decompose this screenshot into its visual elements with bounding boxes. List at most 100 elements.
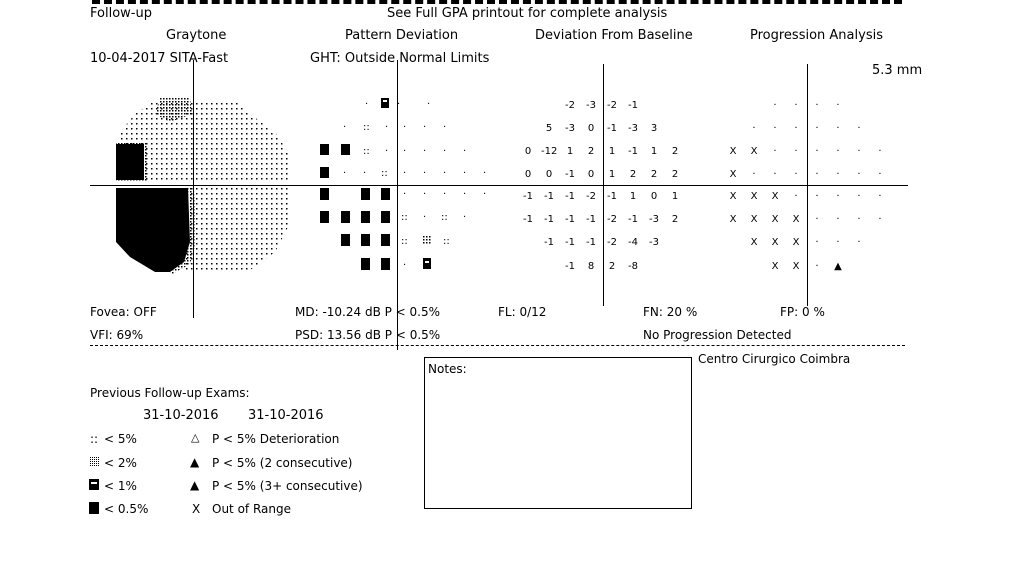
baseline-value-cell: -1 [628,146,638,157]
progression-symbol-cell: · [836,146,840,157]
baseline-value-cell: -1 [586,214,596,225]
progression-symbol-cell: · [815,123,819,134]
baseline-value-cell: 3 [650,123,658,134]
legend-p5-icon: :: [90,432,99,446]
progression-symbol-cell: · [815,214,819,225]
baseline-value-cell: -3 [649,214,659,225]
svg-text:·: · [403,122,406,133]
progression-symbol-cell: · [794,123,798,134]
legend-three-consecutive: P < 5% (3+ consecutive) [212,479,363,493]
progression-symbol-cell: · [836,214,840,225]
svg-text:::: :: [401,212,408,223]
stats-divider [90,345,905,346]
baseline-value-cell: 1 [629,191,637,202]
baseline-value-cell: 0 [545,169,553,180]
progression-symbol-cell: · [773,146,777,157]
svg-text:·: · [343,168,346,179]
svg-text:·: · [385,146,388,157]
progression-symbol-cell: X [750,214,758,225]
baseline-value-cell: -1 [523,191,533,202]
baseline-value-cell: 0 [524,146,532,157]
baseline-value-cell: -1 [523,214,533,225]
previous-exams-title: Previous Follow-up Exams: [90,386,250,400]
baseline-value-cell: 2 [608,261,616,272]
svg-text:·: · [423,168,426,179]
baseline-value-cell: -1 [586,237,596,248]
progression-symbol-cell: · [878,214,882,225]
progression-symbol-cell: · [836,191,840,202]
legend-p5: < 5% [104,432,137,446]
progression-symbol-cell: X [729,169,737,180]
notes-box[interactable]: Notes: [424,357,692,509]
progression-symbol-cell: · [794,146,798,157]
baseline-value-cell: -1 [607,123,617,134]
baseline-value-cell: -1 [628,214,638,225]
graytone-heading: Graytone [166,28,227,43]
pupil-size: 5.3 mm [872,63,923,78]
progression-symbol-cell: · [836,169,840,180]
baseline-value-cell: 1 [608,169,616,180]
svg-text:·: · [403,168,406,179]
progression-symbol-cell: X [750,146,758,157]
svg-text:·: · [483,189,486,200]
legend-p1: < 1% [104,479,137,493]
svg-text:·: · [423,122,426,133]
baseline-value-cell: -3 [628,123,638,134]
svg-text:·: · [443,168,446,179]
progression-symbol-cell: X [792,214,800,225]
svg-text:::: :: [363,122,370,133]
md-value: MD: -10.24 dB P < 0.5% [295,305,441,319]
baseline-value-cell: 0 [524,169,532,180]
progression-result: No Progression Detected [643,328,792,342]
deterioration-icon: △ [191,431,200,444]
legend-deterioration: P < 5% Deterioration [212,432,340,446]
previous-exam-date-2: 31-10-2016 [248,408,324,423]
baseline-value-cell: -1 [628,100,638,111]
progression-symbol-cell: · [773,123,777,134]
progression-symbol-cell: · [794,100,798,111]
baseline-value-cell: 2 [650,169,658,180]
baseline-value-cell: 0 [587,169,595,180]
svg-text:·: · [423,212,426,223]
baseline-value-cell: -2 [607,214,617,225]
progression-symbol-cell: · [878,169,882,180]
deviation-baseline-heading: Deviation From Baseline [535,28,693,43]
svg-text:·: · [427,99,430,110]
progression-symbol-cell: · [794,191,798,202]
baseline-value-cell: 1 [650,146,658,157]
baseline-value-cell: -3 [586,100,596,111]
fovea-status: Fovea: OFF [90,305,157,319]
svg-text:·: · [403,260,406,271]
legend-p05: < 0.5% [104,502,149,516]
baseline-value-cell: 1 [671,191,679,202]
notes-label: Notes: [428,362,467,376]
ght-result: GHT: Outside Normal Limits [310,51,490,66]
svg-text:::: :: [401,236,408,247]
baseline-vertical-axis [603,64,604,306]
baseline-value-cell: -3 [649,237,659,248]
three-consecutive-icon: ▲ [190,478,200,492]
baseline-value-cell: -4 [628,237,638,248]
legend-out-of-range: Out of Range [212,502,291,516]
svg-text:·: · [385,122,388,133]
progression-symbol-cell: · [815,146,819,157]
pattern-deviation-plot: · · · ·:: · · · · :: · · · · · · ·:: · · · · · · · · · · :: ·:… [320,98,486,271]
svg-text:·: · [423,146,426,157]
see-full-note: See Full GPA printout for complete analy… [387,6,668,21]
progression-symbol-cell: X [729,146,737,157]
svg-text:·: · [463,146,466,157]
baseline-value-cell: -2 [607,237,617,248]
progression-vertical-axis [807,64,808,306]
pattern-vertical-axis [397,60,398,350]
followup-title: Follow-up [90,6,152,21]
baseline-value-cell: -1 [565,237,575,248]
baseline-value-cell: -1 [565,191,575,202]
svg-text:·: · [443,122,446,133]
top-rule [92,0,902,4]
out-of-range-icon: X [192,502,201,516]
progression-symbol-cell: · [836,237,840,248]
legend-p2-icon [90,457,100,467]
progression-symbol-cell: X [771,191,779,202]
progression-symbol-cell: X [729,214,737,225]
previous-exam-date-1: 31-10-2016 [143,408,219,423]
